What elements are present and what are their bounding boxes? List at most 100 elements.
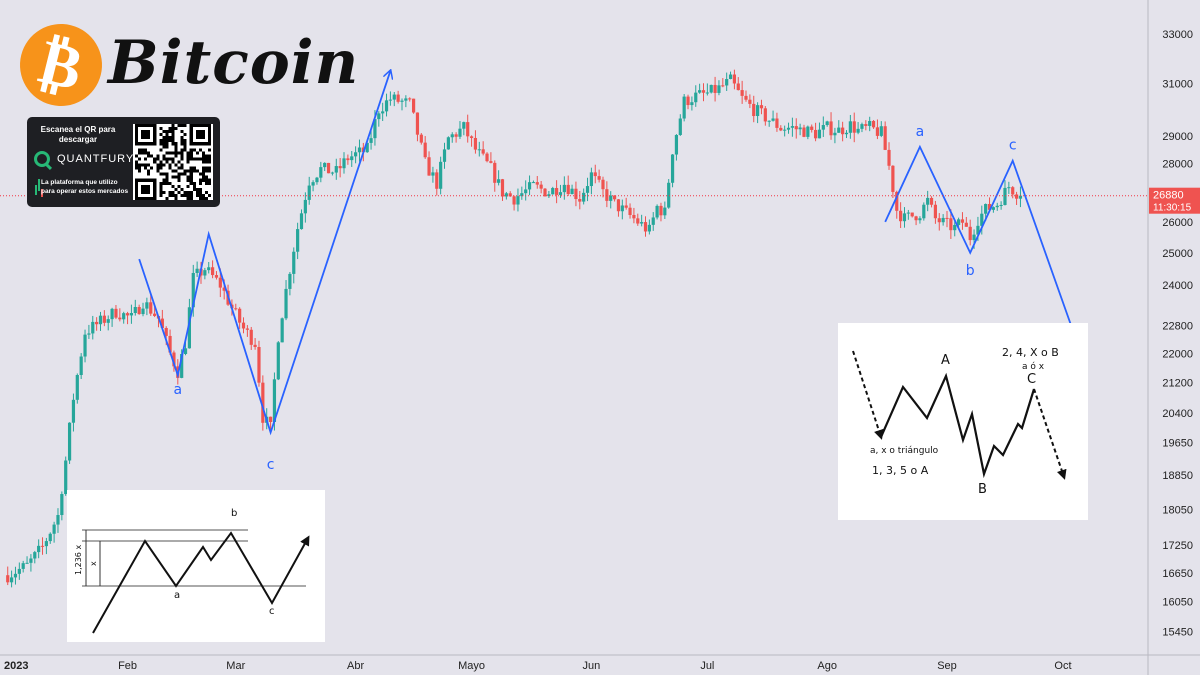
- candle: [597, 169, 601, 183]
- candle: [497, 170, 501, 186]
- bitcoin-coin-icon: ₿: [11, 15, 111, 115]
- candle: [276, 341, 280, 381]
- candle: [106, 315, 110, 331]
- candle: [941, 214, 945, 226]
- candle: [408, 97, 412, 102]
- candle: [25, 556, 29, 564]
- qr-code-icon[interactable]: [133, 124, 213, 200]
- candle: [535, 176, 539, 189]
- promo-scan-text: Escanea el QR para descargar: [40, 125, 116, 144]
- candle: [419, 133, 423, 145]
- x-tick-label: Sep: [937, 660, 957, 672]
- candle: [632, 207, 636, 224]
- quantfury-promo-card[interactable]: Escanea el QR para descargar QUANTFURY L…: [27, 117, 220, 207]
- candle: [125, 311, 130, 325]
- candle: [253, 338, 257, 350]
- candle: [582, 188, 586, 205]
- candle: [381, 102, 385, 121]
- candle: [841, 121, 845, 142]
- candle: [95, 317, 99, 331]
- candle: [593, 164, 597, 184]
- candle: [203, 267, 207, 280]
- candle: [442, 142, 447, 169]
- candle: [342, 152, 346, 174]
- candle: [756, 102, 760, 124]
- candle: [578, 190, 582, 210]
- candle: [748, 94, 752, 109]
- candle: [145, 297, 149, 316]
- candle: [740, 80, 744, 104]
- y-tick-label: 29000: [1162, 131, 1193, 143]
- candle: [296, 222, 300, 260]
- candle: [334, 158, 338, 180]
- candle: [837, 120, 841, 133]
- candle: [717, 80, 721, 96]
- candle: [303, 192, 307, 223]
- candle: [493, 160, 497, 192]
- y-tick-label: 18050: [1162, 504, 1193, 516]
- candle: [728, 71, 733, 80]
- candle: [589, 167, 593, 195]
- candle: [450, 132, 454, 143]
- candle: [110, 307, 114, 327]
- candle: [705, 83, 709, 96]
- candle: [481, 141, 485, 156]
- last-price-value: 26880: [1153, 190, 1184, 202]
- candle: [21, 560, 25, 573]
- candle: [9, 570, 14, 588]
- candle: [813, 122, 818, 142]
- candle: [964, 216, 968, 227]
- wxy-label-B: B: [978, 482, 987, 497]
- candle: [628, 203, 632, 219]
- candle: [29, 554, 33, 572]
- candle: [918, 216, 922, 224]
- candle: [906, 209, 910, 220]
- candle: [75, 373, 79, 404]
- flat-label-1236x: 1,236 x: [74, 545, 83, 575]
- candle: [458, 121, 462, 140]
- candle: [56, 508, 60, 533]
- candle: [899, 202, 903, 229]
- candle: [953, 219, 957, 237]
- candle: [245, 325, 249, 337]
- y-tick-label: 28000: [1162, 159, 1193, 171]
- candle: [37, 539, 41, 559]
- candle: [330, 171, 335, 176]
- candle: [852, 112, 856, 143]
- wxy-label-left2: 1, 3, 5 o A: [872, 464, 929, 477]
- candle: [945, 210, 949, 228]
- candle: [721, 78, 725, 88]
- candle: [937, 213, 941, 231]
- y-tick-label: 21200: [1162, 378, 1193, 390]
- candle: [817, 122, 822, 139]
- candle: [288, 271, 292, 296]
- promo-brand: QUANTFURY: [57, 153, 135, 165]
- candle: [307, 176, 311, 205]
- candle: [48, 532, 52, 544]
- candle: [612, 195, 617, 202]
- candle: [392, 92, 396, 107]
- candle: [682, 94, 686, 122]
- candle: [454, 132, 458, 143]
- candle: [435, 169, 439, 196]
- candle: [466, 114, 470, 143]
- y-tick-label: 19650: [1162, 437, 1193, 449]
- candle: [551, 186, 555, 195]
- candle: [987, 197, 992, 211]
- x-tick-label: Jul: [700, 660, 714, 672]
- candle: [207, 261, 211, 274]
- y-tick-label: 16050: [1162, 597, 1193, 609]
- candle: [238, 307, 242, 329]
- candle: [810, 124, 814, 133]
- candle: [98, 311, 103, 331]
- candle: [798, 123, 802, 136]
- candle: [473, 130, 478, 154]
- candle: [802, 124, 806, 138]
- candle: [779, 125, 783, 132]
- candle: [848, 114, 852, 139]
- candle: [991, 206, 995, 213]
- y-tick-label: 33000: [1162, 29, 1193, 41]
- y-tick-label: 16650: [1162, 568, 1193, 580]
- candle: [636, 213, 640, 226]
- candle: [160, 309, 164, 329]
